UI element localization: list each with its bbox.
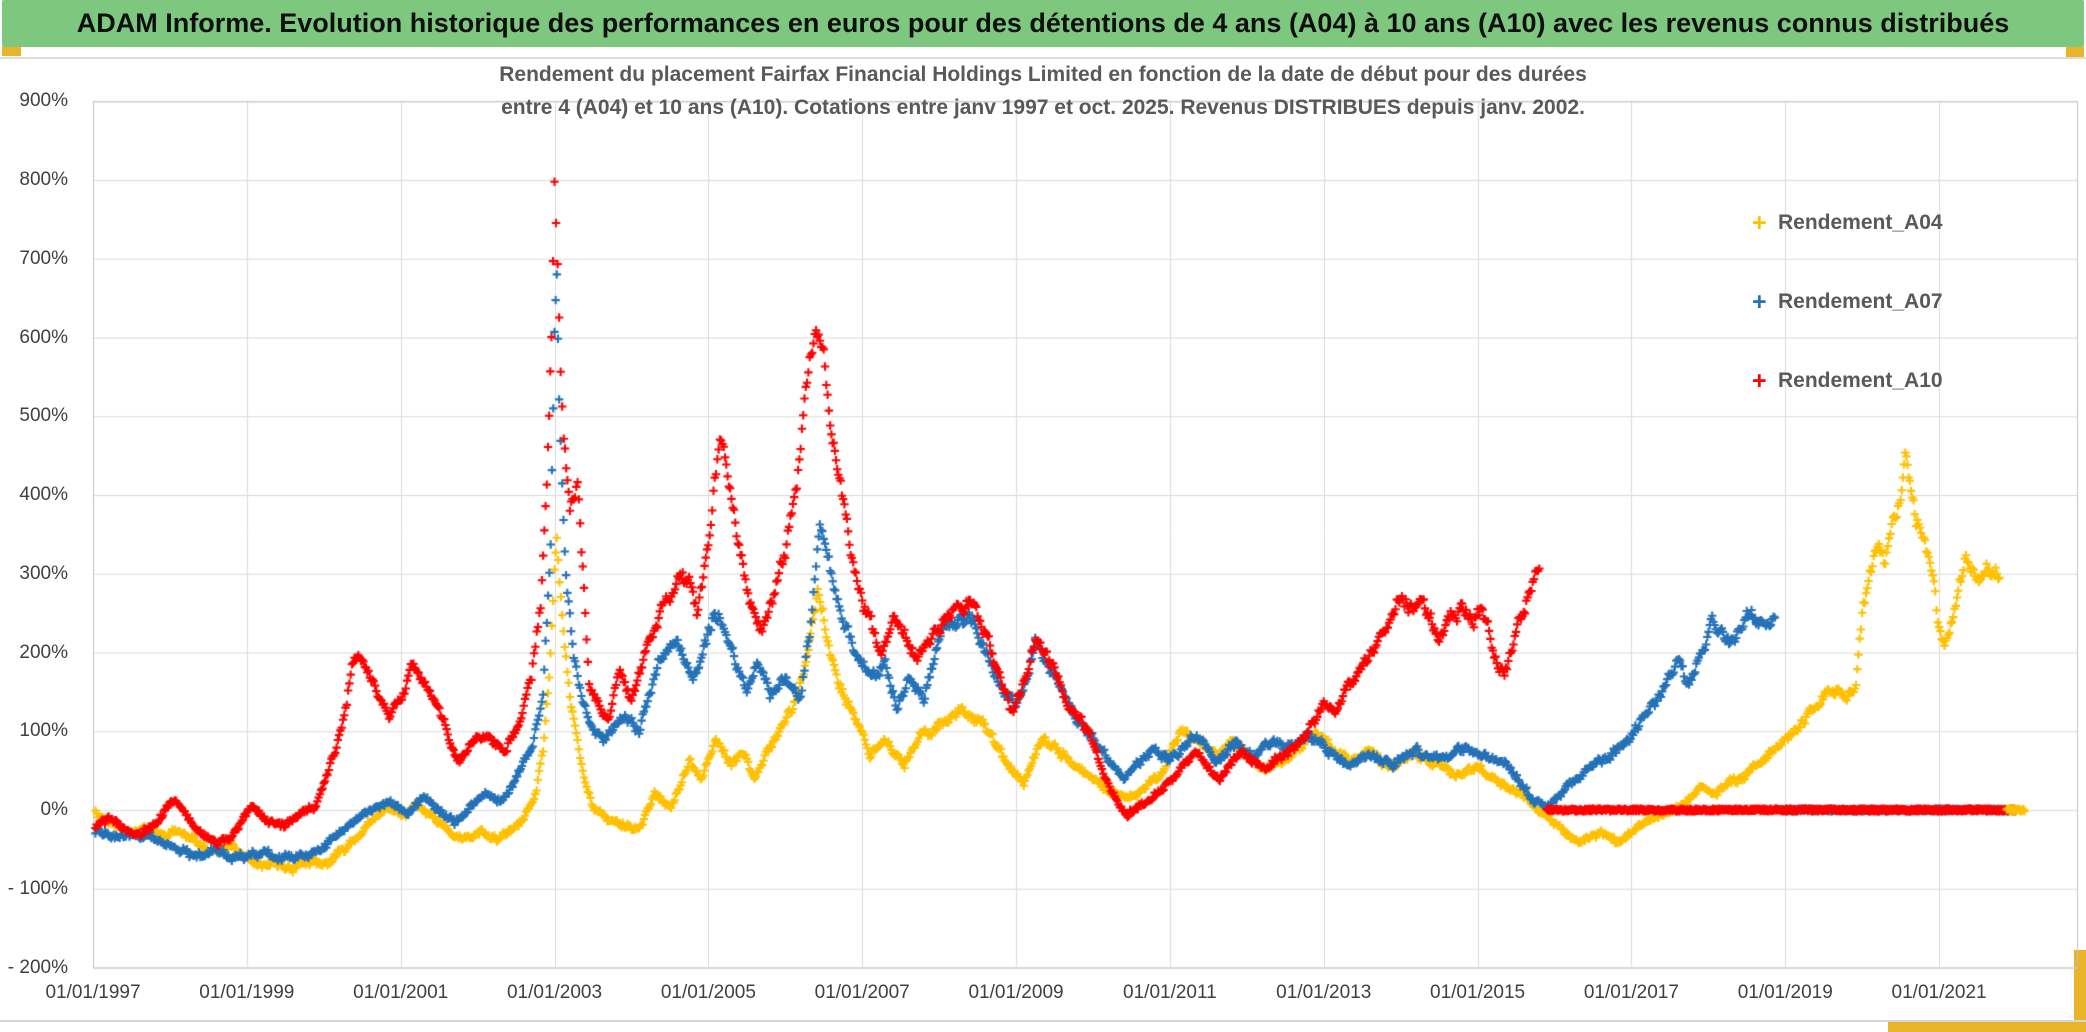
chart-legend: + Rendement_A04 + Rendement_A07 + Rendem… — [1752, 205, 1943, 442]
y-tick-label: 300% — [19, 562, 68, 584]
x-tick-label: 01/01/1997 — [45, 982, 141, 1003]
y-tick-label: 700% — [19, 247, 68, 269]
y-tick-label: 600% — [19, 326, 68, 348]
y-tick-label: 200% — [19, 641, 68, 663]
plus-marker-icon: + — [1752, 366, 1767, 395]
y-tick-label: 800% — [19, 169, 68, 190]
plus-marker-icon: + — [1752, 208, 1767, 237]
y-tick-label: 100% — [19, 720, 68, 742]
x-tick-label: 01/01/2021 — [1891, 982, 1987, 1003]
legend-item-a07[interactable]: + Rendement_A07 — [1752, 284, 1943, 320]
legend-label: Rendement_A04 — [1778, 211, 1943, 234]
x-tick-label: 01/01/2005 — [660, 982, 756, 1003]
y-tick-label: 0% — [40, 799, 68, 820]
x-tick-label: 01/01/1999 — [199, 982, 295, 1003]
y-tick-label: 400% — [19, 484, 68, 505]
chart-title-line1: Rendement du placement Fairfax Financial… — [499, 63, 1587, 86]
x-tick-label: 01/01/2001 — [353, 982, 449, 1003]
chart-title-line2: entre 4 (A04) et 10 ans (A10). Cotations… — [501, 96, 1585, 119]
x-tick-label: 01/01/2007 — [814, 982, 910, 1003]
y-tick-label: 900% — [19, 90, 68, 112]
legend-label: Rendement_A10 — [1778, 369, 1943, 392]
plus-marker-icon: + — [1752, 287, 1767, 316]
x-tick-label: 01/01/2017 — [1583, 982, 1679, 1003]
x-tick-label: 01/01/2015 — [1430, 982, 1526, 1003]
legend-label: Rendement_A07 — [1778, 290, 1943, 313]
y-tick-label: - 100% — [7, 877, 68, 899]
x-tick-label: 01/01/2009 — [968, 982, 1064, 1003]
y-tick-label: 500% — [19, 405, 68, 427]
y-tick-label: - 200% — [7, 956, 68, 978]
x-tick-label: 01/01/2019 — [1737, 982, 1833, 1003]
x-tick-label: 01/01/2013 — [1276, 982, 1372, 1003]
x-tick-label: 01/01/2011 — [1123, 982, 1217, 1003]
x-tick-label: 01/01/2003 — [506, 982, 603, 1003]
legend-item-a04[interactable]: + Rendement_A04 — [1752, 205, 1943, 241]
legend-item-a10[interactable]: + Rendement_A10 — [1752, 363, 1943, 399]
